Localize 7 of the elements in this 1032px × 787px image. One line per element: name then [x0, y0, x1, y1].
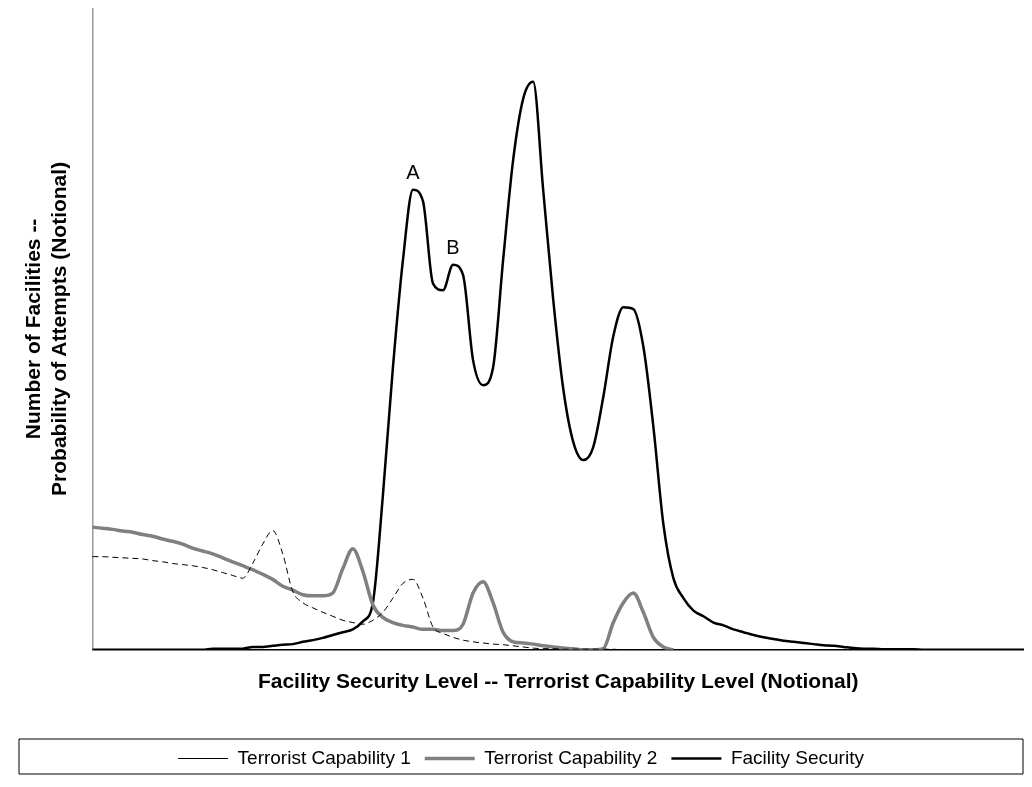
legend-label: Facility Security	[730, 746, 865, 768]
annotation: A	[406, 161, 421, 184]
x-axis-title: Facility Security Level -- Terrorist Capability Level (Notional)	[257, 669, 859, 693]
legend-label: Terrorist Capability 2	[484, 746, 658, 768]
y-axis-title: Number of Facilities -- Probability of Attempts (Notional)	[21, 161, 70, 496]
legend-label: Terrorist Capability 1	[237, 746, 411, 768]
annotation: B	[446, 236, 460, 259]
